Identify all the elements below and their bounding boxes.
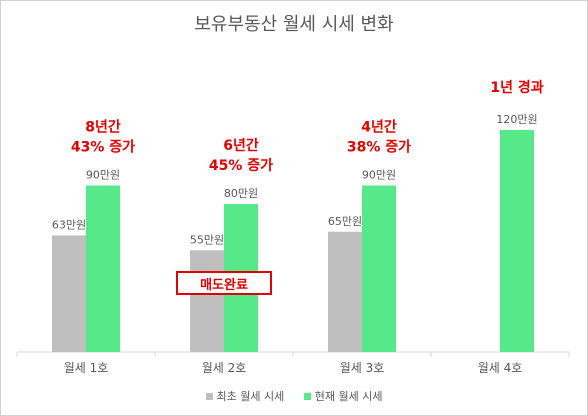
chart-legend: 최초 월세 시세 현재 월세 시세 xyxy=(0,388,588,404)
legend-label-current: 현재 월세 시세 xyxy=(314,390,383,403)
legend-swatch-current xyxy=(303,392,311,400)
annotation-period-4: 1년 경과 xyxy=(490,79,543,96)
x-tick-label-3: 월세 3호 xyxy=(340,361,385,375)
legend-swatch-initial xyxy=(205,392,213,400)
data-label-current-2: 80만원 xyxy=(224,187,258,200)
legend-item-current: 현재 월세 시세 xyxy=(303,388,383,404)
chart-title: 보유부동산 월세 시세 변화 xyxy=(194,14,394,35)
data-label-initial-3: 65만원 xyxy=(328,215,362,228)
x-tick-label-1: 월세 1호 xyxy=(64,361,109,375)
legend-item-initial: 최초 월세 시세 xyxy=(205,388,285,404)
sold-badge: 매도완료 xyxy=(176,271,272,295)
annotation-period-3: 4년간 xyxy=(361,119,397,136)
annotation-growth-3: 38% 증가 xyxy=(347,140,411,156)
data-label-initial-2: 55만원 xyxy=(190,233,224,246)
legend-label-initial: 최초 월세 시세 xyxy=(216,390,285,403)
bar-initial-3 xyxy=(328,231,362,352)
annotation-growth-2: 45% 증가 xyxy=(209,158,273,174)
bar-initial-2 xyxy=(190,250,224,352)
x-tick-label-2: 월세 2호 xyxy=(202,361,247,375)
data-label-current-1: 90만원 xyxy=(86,169,120,182)
bar-current-3 xyxy=(362,185,396,352)
annotation-period-1: 8년간 xyxy=(85,119,121,136)
annotation-growth-1: 43% 증가 xyxy=(71,140,135,156)
annotation-period-2: 6년간 xyxy=(223,137,259,154)
data-label-current-4: 120만원 xyxy=(496,113,537,126)
data-label-current-3: 90만원 xyxy=(362,169,396,182)
bar-initial-1 xyxy=(52,235,86,352)
data-label-initial-1: 63만원 xyxy=(52,218,86,231)
bar-current-1 xyxy=(86,185,120,352)
bar-current-4 xyxy=(500,130,534,352)
x-tick-label-4: 월세 4호 xyxy=(478,361,523,375)
